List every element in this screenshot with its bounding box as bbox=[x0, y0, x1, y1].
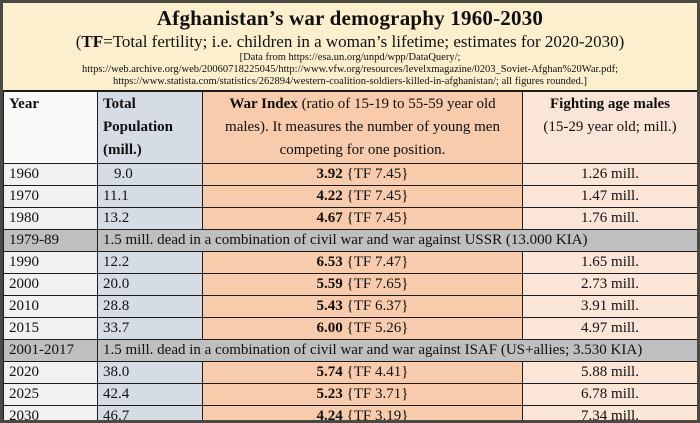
fighting-males-cell: 1.76 mill. bbox=[522, 207, 697, 230]
war-index-cell: 5.74 {TF 4.41} bbox=[202, 361, 523, 384]
war-index-cell: 4.67 {TF 7.45} bbox=[202, 207, 523, 230]
population-cell: 20.0 bbox=[97, 273, 203, 296]
population-cell: 12.2 bbox=[97, 251, 203, 274]
subtitle-tf-abbrev: TF bbox=[81, 32, 104, 51]
header-war-index: War Index (ratio of 15-19 to 55-59 year … bbox=[202, 90, 523, 164]
war-index-value: 5.74 bbox=[316, 364, 343, 380]
war-index-cell: 5.59 {TF 7.65} bbox=[202, 273, 523, 296]
subtitle-prefix: ( bbox=[75, 32, 82, 51]
tf-value: {TF 7.45} bbox=[346, 166, 409, 182]
subtitle-rest: =Total fertility; i.e. children in a wom… bbox=[103, 32, 625, 51]
population-cell: 11.1 bbox=[97, 185, 203, 208]
year-cell: 2025 bbox=[3, 383, 98, 406]
population-cell: 46.7 bbox=[97, 405, 203, 420]
year-cell: 2010 bbox=[3, 295, 98, 318]
header-fighting-males-desc: (15-29 year old; mill.) bbox=[543, 119, 677, 135]
table-row-1970: 1970 11.1 4.22 {TF 7.45} 1.47 mill. bbox=[3, 185, 697, 208]
table-header-row: Year Total Population (mill.) War Index … bbox=[3, 90, 697, 164]
fighting-males-cell: 1.26 mill. bbox=[522, 163, 697, 186]
tf-value: {TF 7.45} bbox=[346, 188, 409, 204]
header-fighting-males: Fighting age males (15-29 year old; mill.… bbox=[522, 90, 697, 164]
tf-value: {TF 3.19} bbox=[346, 408, 409, 423]
year-cell: 2015 bbox=[3, 317, 98, 340]
fighting-males-cell: 6.78 mill. bbox=[522, 383, 697, 406]
table-row-1990: 1990 12.2 6.53 {TF 7.47} 1.65 mill. bbox=[3, 251, 697, 274]
war-index-value: 4.22 bbox=[316, 188, 343, 204]
year-cell: 1990 bbox=[3, 251, 98, 274]
tf-value: {TF 3.71} bbox=[346, 386, 409, 402]
war-index-cell: 4.24 {TF 3.19} bbox=[202, 405, 523, 423]
table-row-2015: 2015 33.7 6.00 {TF 5.26} 4.97 mill. bbox=[3, 317, 697, 340]
war-period-row-ussr: 1979-89 1.5 mill. dead in a combination … bbox=[3, 229, 697, 252]
fighting-males-cell: 3.91 mill. bbox=[522, 295, 697, 318]
year-cell: 2030 bbox=[3, 405, 98, 420]
war-index-cell: 6.53 {TF 7.47} bbox=[202, 251, 523, 274]
year-cell: 1960 bbox=[3, 163, 98, 186]
year-cell: 1980 bbox=[3, 207, 98, 230]
fighting-males-cell: 2.73 mill. bbox=[522, 273, 697, 296]
header-war-index-desc: (ratio of 15-19 to 55-59 year old males)… bbox=[225, 96, 500, 158]
source-line-1: [Data from https://esa.un.org/unpd/wpp/D… bbox=[239, 52, 461, 63]
fighting-males-cell: 5.88 mill. bbox=[522, 361, 697, 384]
table-row-2025: 2025 42.4 5.23 {TF 3.71} 6.78 mill. bbox=[3, 383, 697, 406]
population-cell: 33.7 bbox=[97, 317, 203, 340]
population-cell: 9.0 bbox=[97, 163, 203, 186]
population-cell: 13.2 bbox=[97, 207, 203, 230]
period-cell: 2001-2017 bbox=[3, 339, 98, 362]
population-cell: 42.4 bbox=[97, 383, 203, 406]
tf-value: {TF 7.47} bbox=[346, 254, 409, 270]
population-cell: 28.8 bbox=[97, 295, 203, 318]
header-population-label: Total Population (mill.) bbox=[103, 96, 174, 158]
table-row-2020: 2020 38.0 5.74 {TF 4.41} 5.88 mill. bbox=[3, 361, 697, 384]
fighting-males-cell: 1.65 mill. bbox=[522, 251, 697, 274]
tf-value: {TF 7.65} bbox=[346, 276, 409, 292]
tf-value: {TF 4.41} bbox=[346, 364, 409, 380]
table-row-1980: 1980 13.2 4.67 {TF 7.45} 1.76 mill. bbox=[3, 207, 697, 230]
table-row-1960: 1960 9.0 3.92 {TF 7.45} 1.26 mill. bbox=[3, 163, 697, 186]
header-year-label: Year bbox=[9, 96, 39, 112]
tf-value: {TF 7.45} bbox=[346, 210, 409, 226]
year-cell: 1970 bbox=[3, 185, 98, 208]
period-cell: 1979-89 bbox=[3, 229, 98, 252]
tf-value: {TF 6.37} bbox=[346, 298, 409, 314]
war-index-cell: 5.23 {TF 3.71} bbox=[202, 383, 523, 406]
population-cell: 38.0 bbox=[97, 361, 203, 384]
title-block: Afghanistan’s war demography 1960-2030 (… bbox=[3, 3, 697, 88]
war-index-cell: 6.00 {TF 5.26} bbox=[202, 317, 523, 340]
tf-value: {TF 5.26} bbox=[346, 320, 409, 336]
year-cell: 2020 bbox=[3, 361, 98, 384]
year-cell: 2000 bbox=[3, 273, 98, 296]
war-index-cell: 5.43 {TF 6.37} bbox=[202, 295, 523, 318]
header-population: Total Population (mill.) bbox=[97, 90, 203, 164]
source-line-2: https://web.archive.org/web/200607182250… bbox=[81, 64, 618, 75]
war-index-cell: 3.92 {TF 7.45} bbox=[202, 163, 523, 186]
source-line-3: https://www.statista.com/statistics/2628… bbox=[112, 76, 588, 87]
war-index-value: 5.23 bbox=[316, 386, 343, 402]
subtitle: (TF=Total fertility; i.e. children in a … bbox=[3, 31, 697, 52]
header-fighting-males-label: Fighting age males bbox=[550, 96, 670, 112]
war-index-value: 6.00 bbox=[316, 320, 343, 336]
table-row-2010: 2010 28.8 5.43 {TF 6.37} 3.91 mill. bbox=[3, 295, 697, 318]
war-index-value: 6.53 bbox=[316, 254, 343, 270]
war-index-value: 5.43 bbox=[316, 298, 343, 314]
war-index-cell: 4.22 {TF 7.45} bbox=[202, 185, 523, 208]
table-row-2000: 2000 20.0 5.59 {TF 7.65} 2.73 mill. bbox=[3, 273, 697, 296]
fighting-males-cell: 1.47 mill. bbox=[522, 185, 697, 208]
header-year: Year bbox=[3, 90, 98, 164]
fighting-males-cell: 4.97 mill. bbox=[522, 317, 697, 340]
war-period-note: 1.5 mill. dead in a combination of civil… bbox=[97, 339, 697, 362]
demography-table: Year Total Population (mill.) War Index … bbox=[3, 90, 697, 423]
war-index-value: 4.24 bbox=[316, 408, 343, 423]
fighting-males-cell: 7.34 mill. bbox=[522, 405, 697, 420]
war-period-note: 1.5 mill. dead in a combination of civil… bbox=[97, 229, 697, 252]
war-period-row-isaf: 2001-2017 1.5 mill. dead in a combinatio… bbox=[3, 339, 697, 362]
war-index-value: 3.92 bbox=[316, 166, 343, 182]
header-war-index-label: War Index bbox=[229, 96, 298, 112]
war-index-value: 4.67 bbox=[316, 210, 343, 226]
table-row-2030: 2030 46.7 4.24 {TF 3.19} 7.34 mill. bbox=[3, 405, 697, 423]
war-index-value: 5.59 bbox=[316, 276, 343, 292]
page-title: Afghanistan’s war demography 1960-2030 bbox=[156, 6, 544, 30]
